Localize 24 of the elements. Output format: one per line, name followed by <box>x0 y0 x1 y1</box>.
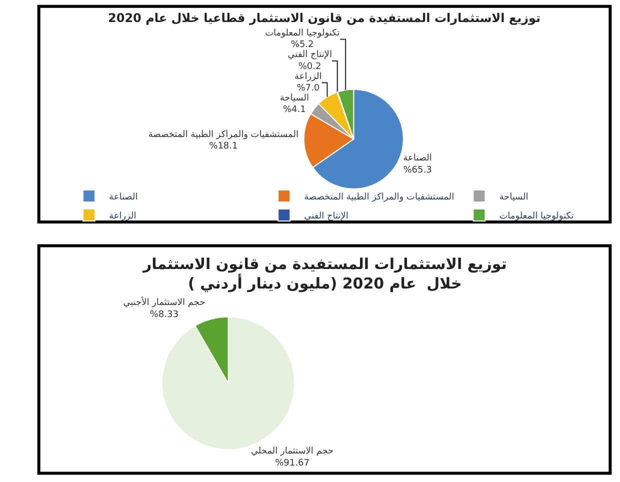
chart-title: توزيع الاستثمارات المستفيدة من قانون الاستثمار قطاعيا خلال عام 2020 <box>108 11 541 25</box>
slice-label: الصناعة <box>403 154 432 164</box>
data-label: %7.0 <box>296 84 320 94</box>
slice-label: حجم الاستثمار الأجنبي <box>123 296 206 308</box>
data-label: %0.2 <box>298 62 322 72</box>
slice-label: الإنتاج الفني <box>288 50 332 60</box>
legend-label: تكنولوجيا المعلومات <box>499 211 574 222</box>
data-label: %91.67 <box>275 458 310 468</box>
legend-label: الإنتاج الفني <box>304 211 348 222</box>
legend-label: السياحة <box>499 192 528 202</box>
data-label: %18.1 <box>209 142 238 152</box>
slice-label: حجم الاستثمار المحلي <box>250 446 334 457</box>
legend-label: المستشفيات والمراكز الطبية المتخصصة <box>304 192 454 202</box>
chart-title: توزيع الاستثمارات المستفيدة من قانون الاستثمار خلال عام 2020 (مليون دينار أردني ) <box>142 255 507 292</box>
data-label: %8.33 <box>150 310 178 320</box>
data-label: %65.3 <box>403 165 432 176</box>
data-label: %4.1 <box>282 105 306 116</box>
data-label: %5.2 <box>290 40 314 50</box>
slice-label: السياحة <box>280 94 309 104</box>
legend-label: الصناعة <box>109 192 138 202</box>
slice-label: تكنولوجيا المعلومات <box>265 28 340 38</box>
slice-label: الزراعة <box>294 72 322 82</box>
legend-label: الزراعة <box>109 211 136 222</box>
slice-label: المستشفيات والمراكز الطبية المتخصصة <box>148 130 298 140</box>
